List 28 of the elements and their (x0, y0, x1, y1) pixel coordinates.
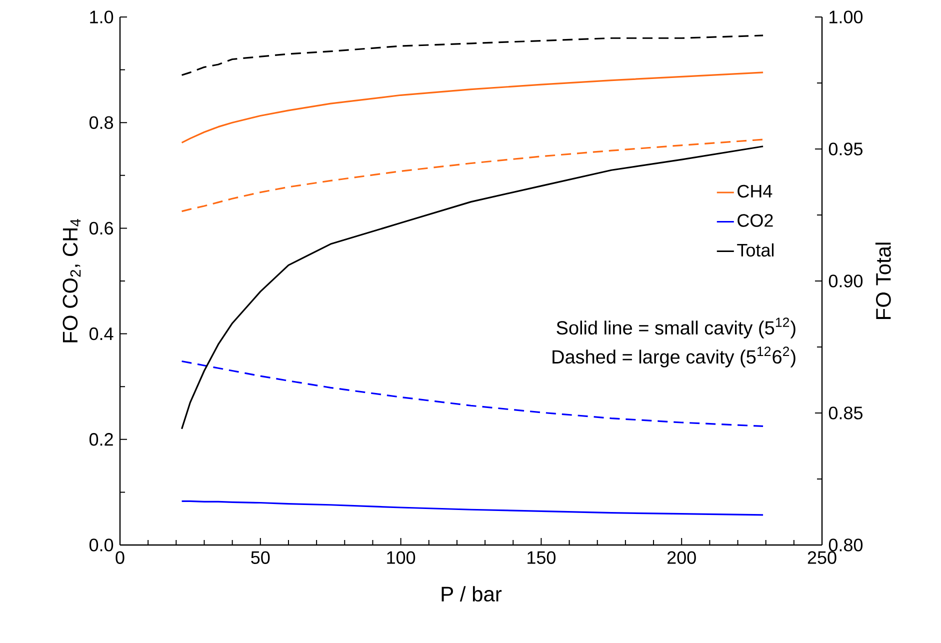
line-series (180, 500, 764, 516)
annotation: Dashed = large cavity (5$^{12}$6$^{2}$) (552, 346, 796, 368)
y-tick-label: 0.8 (89, 116, 114, 129)
x-tick-label: 150 (528, 551, 556, 564)
y-tick-label: 0.0 (89, 538, 114, 552)
y2-tick-label: 0.85 (828, 406, 862, 420)
x-tick-label: 250 (808, 551, 836, 564)
y2-tick-label: 0.95 (828, 142, 862, 156)
legend-label: CH4 (738, 184, 772, 198)
x-tick-label: 50 (251, 551, 270, 564)
y-tick-label: 0.4 (89, 327, 114, 340)
line-series (180, 34, 764, 76)
y2-axis-title: FO Total (875, 242, 891, 319)
y2-tick-label: 0.80 (828, 538, 863, 552)
x-tick-label: 100 (387, 551, 416, 564)
x-axis-title: P / bar (442, 586, 502, 602)
x-tick-label: 200 (667, 551, 696, 564)
y-tick-label: 1.0 (90, 10, 114, 24)
y2-tick-label: 1.00 (830, 10, 863, 24)
y-axis-title: FO CO$_{2}$, CH$_{4}$ (62, 219, 81, 342)
y-tick-label: 0.2 (89, 433, 113, 446)
y2-tick-label: 0.90 (828, 274, 863, 288)
line-series (180, 72, 764, 144)
legend-label: Total (737, 243, 774, 257)
x-tick-label: 0 (116, 551, 124, 564)
y-tick-label: 0.6 (89, 222, 114, 235)
legend-label: CO2 (738, 214, 773, 227)
annotation: Solid line = small cavity (5$^{12}$) (556, 318, 796, 338)
